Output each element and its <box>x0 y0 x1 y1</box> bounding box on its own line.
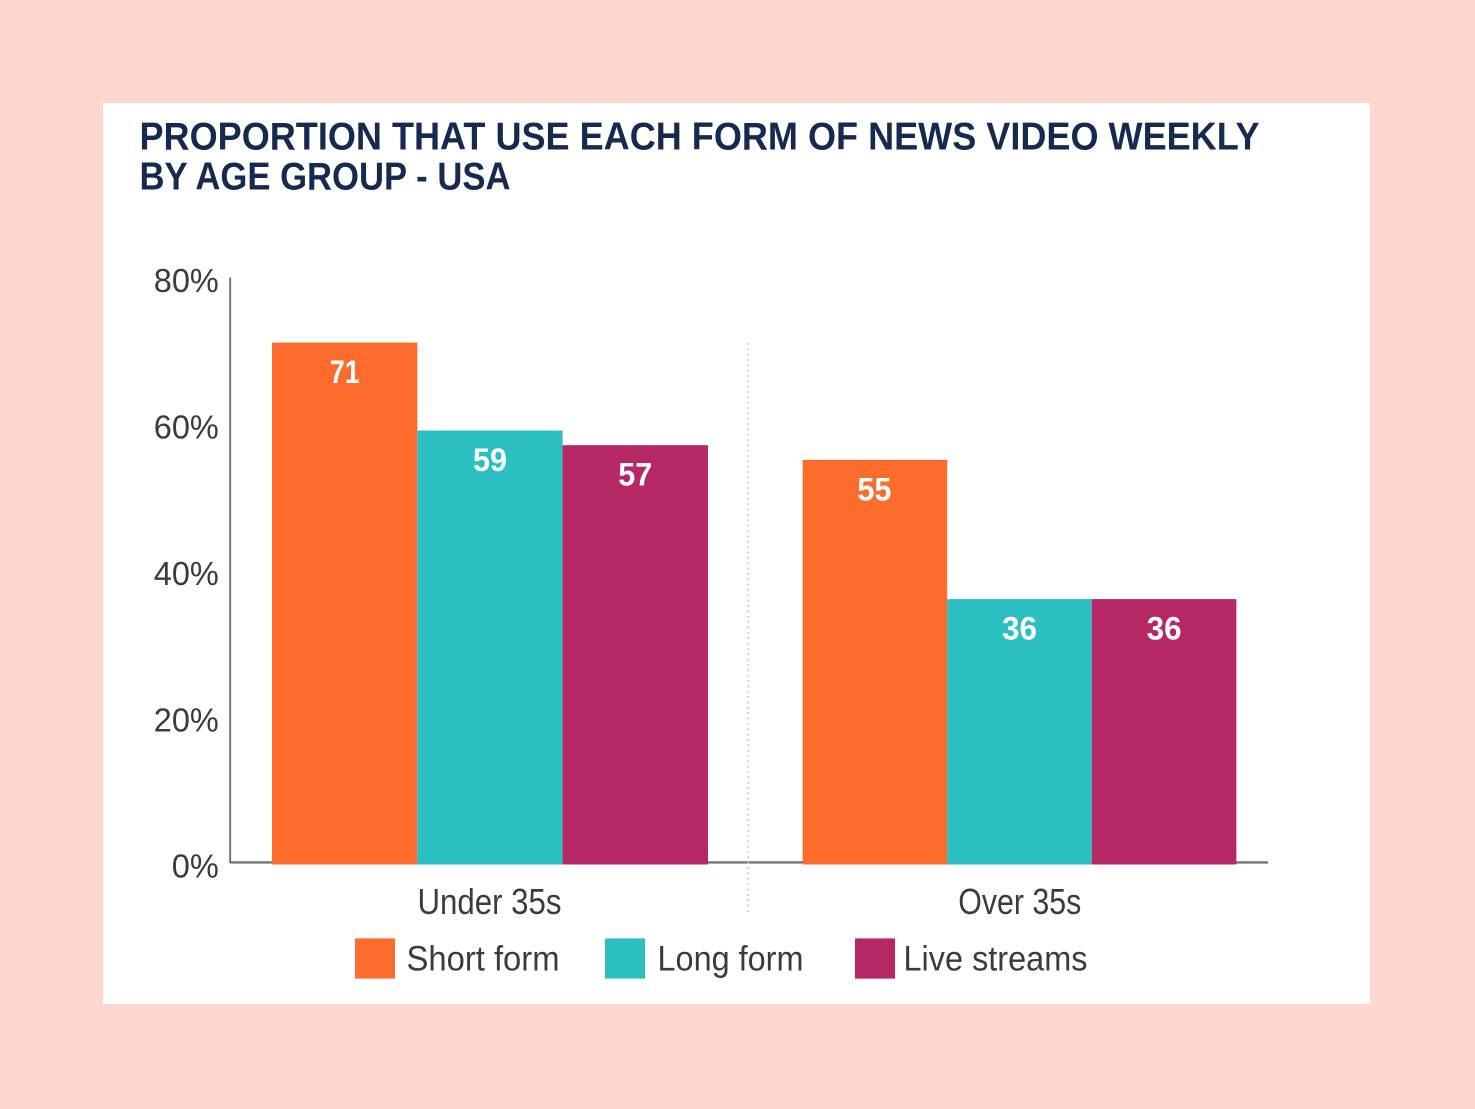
svg-text:Short form: Short form <box>407 940 560 979</box>
svg-text:Over 35s: Over 35s <box>958 881 1081 922</box>
svg-text:36: 36 <box>1002 611 1037 647</box>
svg-text:Long form: Long form <box>658 940 804 979</box>
svg-text:59: 59 <box>473 442 507 478</box>
svg-text:71: 71 <box>330 354 360 390</box>
svg-text:Under 35s: Under 35s <box>418 881 562 922</box>
svg-text:0%: 0% <box>172 847 219 884</box>
svg-text:57: 57 <box>618 457 652 493</box>
svg-text:BY AGE GROUP - USA: BY AGE GROUP - USA <box>140 156 511 199</box>
svg-text:PROPORTION THAT USE EACH FORM: PROPORTION THAT USE EACH FORM OF NEWS VI… <box>140 115 1260 158</box>
svg-text:36: 36 <box>1147 611 1182 647</box>
svg-text:80%: 80% <box>154 262 219 299</box>
svg-text:Live streams: Live streams <box>904 940 1088 979</box>
svg-text:55: 55 <box>857 471 891 507</box>
svg-text:40%: 40% <box>154 555 219 592</box>
svg-text:60%: 60% <box>154 409 219 446</box>
svg-text:20%: 20% <box>154 701 219 738</box>
